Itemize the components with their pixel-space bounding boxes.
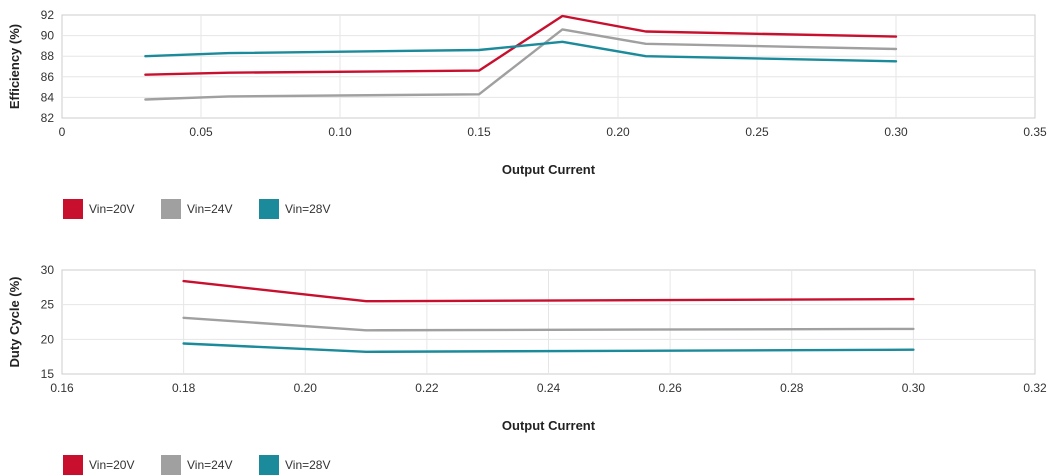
y-tick-label: 88 xyxy=(41,49,55,63)
y-tick-label: 84 xyxy=(41,90,55,104)
legend-swatch xyxy=(63,455,83,475)
y-axis-title: Duty Cycle (%) xyxy=(7,276,22,367)
legend-label: Vin=24V xyxy=(187,202,233,216)
x-tick-label: 0.30 xyxy=(884,125,908,139)
x-tick-label: 0.10 xyxy=(328,125,352,139)
y-tick-label: 25 xyxy=(41,298,55,312)
plot-area xyxy=(61,14,1036,119)
duty-cycle-chart: 0.16 0.18 0.20 0.22 0.24 0.26 0.28 0.30 0.32 15 20… xyxy=(7,263,1047,475)
x-axis-title: Output Current xyxy=(502,162,596,177)
x-tick-label: 0.22 xyxy=(415,381,439,395)
series-line-vin-24v xyxy=(144,28,898,101)
series-line-vin-20v xyxy=(144,14,898,76)
x-tick-label: 0.32 xyxy=(1023,381,1047,395)
y-tick-label: 15 xyxy=(41,367,55,381)
x-tick-label: 0.24 xyxy=(537,381,561,395)
legend-label: Vin=20V xyxy=(89,458,135,472)
x-tick-label: 0.25 xyxy=(745,125,769,139)
legend-swatch xyxy=(63,199,83,219)
x-tick-label: 0.20 xyxy=(294,381,318,395)
series-line-vin-20v xyxy=(182,279,915,303)
legend-label: Vin=28V xyxy=(285,458,331,472)
legend-item[interactable]: Vin=28V xyxy=(259,455,331,475)
y-axis-title: Efficiency (%) xyxy=(7,24,22,109)
x-tick-label: 0.18 xyxy=(172,381,196,395)
legend-item[interactable]: Vin=28V xyxy=(259,199,331,219)
x-tick-label: 0.16 xyxy=(50,381,74,395)
x-tick-label: 0.15 xyxy=(467,125,491,139)
efficiency-chart: 0 0.05 0.10 0.15 0.20 0.25 0.30 0.35 82 84 86 88 90 9… xyxy=(7,8,1047,219)
y-tick-label: 30 xyxy=(41,263,55,277)
legend-swatch xyxy=(259,199,279,219)
x-tick-label: 0.26 xyxy=(658,381,682,395)
x-tick-label: 0.35 xyxy=(1023,125,1047,139)
x-tick-label: 0.05 xyxy=(189,125,213,139)
legend-label: Vin=20V xyxy=(89,202,135,216)
y-tick-label: 20 xyxy=(41,332,55,346)
legend-item[interactable]: Vin=20V xyxy=(63,455,135,475)
y-tick-label: 86 xyxy=(41,70,55,84)
legend-item[interactable]: Vin=24V xyxy=(161,455,233,475)
x-tick-label: 0.30 xyxy=(902,381,926,395)
x-tick-label: 0.28 xyxy=(780,381,804,395)
legend-label: Vin=24V xyxy=(187,458,233,472)
legend-swatch xyxy=(161,455,181,475)
series-line-vin-28v xyxy=(144,40,898,63)
y-tick-label: 90 xyxy=(41,29,55,43)
legend-label: Vin=28V xyxy=(285,202,331,216)
legend-item[interactable]: Vin=20V xyxy=(63,199,135,219)
y-tick-label: 82 xyxy=(41,111,55,125)
series-line-vin-28v xyxy=(182,342,915,354)
series-line-vin-24v xyxy=(182,316,915,332)
x-tick-label: 0 xyxy=(59,125,66,139)
legend-swatch xyxy=(161,199,181,219)
x-tick-label: 0.20 xyxy=(606,125,630,139)
y-tick-label: 92 xyxy=(41,8,55,22)
x-axis-title: Output Current xyxy=(502,418,596,433)
legend-swatch xyxy=(259,455,279,475)
legend-item[interactable]: Vin=24V xyxy=(161,199,233,219)
